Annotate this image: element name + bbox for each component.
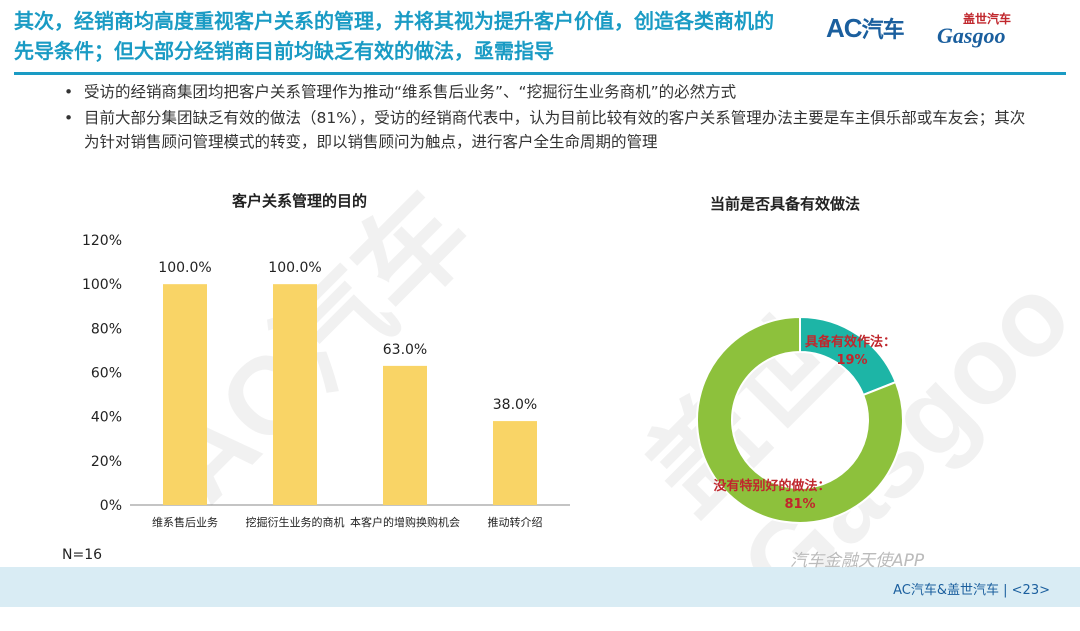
y-tick-label: 20% [91,454,122,470]
bar-data-label: 100.0% [158,260,211,276]
sample-size-label: N=16 [62,547,103,563]
bar-chart: 0% 20% 40% 60% 80% 100% 120% 100.0% 维系售后业务 100.0%… [82,233,570,529]
bar [273,284,317,505]
x-tick-label: 挖掘衍生业务的商机 [246,515,345,529]
bullet-text: 受访的经销商集团均把客户关系管理作为推动“维系售后业务”、“挖掘衍生业务商机”的… [84,83,737,101]
bar-data-label: 38.0% [493,397,537,413]
y-tick-label: 100% [82,277,122,293]
x-tick-label: 维系售后业务 [152,515,218,529]
bullet-text: 目前大部分集团缺乏有效的做法（81%），受访的经销商代表中，认为目前比较有效的客… [84,109,1026,151]
bar-chart-title: 客户关系管理的目的 [232,192,368,210]
y-tick-label: 40% [91,410,122,426]
bar-data-label: 100.0% [268,260,321,276]
page-title: 其次，经销商均高度重视客户关系的管理，并将其视为提升客户价值，创造各类商机的先导… [14,9,774,63]
y-tick-label: 60% [91,366,122,382]
bar [383,365,427,505]
bullet-item: • 目前大部分集团缺乏有效的做法（81%），受访的经销商代表中，认为目前比较有效的… [56,106,1036,154]
y-tick-label: 80% [91,321,122,337]
x-tick-label: 推动转介绍 [488,515,543,529]
slice-value-label: 81% [784,497,815,512]
y-tick-label: 120% [82,233,122,249]
bar [163,284,207,505]
y-tick-label: 0% [100,498,122,514]
donut-chart-title: 当前是否具备有效做法 [710,195,861,213]
donut-chart: 具备有效作法： 19% 没有特别好的做法： 81% [696,315,904,524]
slice-label: 没有特别好的做法： [713,478,830,494]
header-divider [14,72,1066,75]
bar [493,421,537,505]
bar-data-label: 63.0% [383,342,427,358]
gasgoo-logo: 盖世汽车 Gasgoo [937,12,1012,48]
bullet-dot: • [64,83,74,101]
ac-logo: AC汽车 [826,13,905,43]
bullet-dot: • [64,109,74,127]
bullet-item: • 受访的经销商集团均把客户关系管理作为推动“维系售后业务”、“挖掘衍生业务商机”… [56,80,1036,104]
x-tick-label: 本客户的增购换购机会 [350,515,460,529]
bullet-list: • 受访的经销商集团均把客户关系管理作为推动“维系售后业务”、“挖掘衍生业务商机”… [56,80,1036,156]
slice-value-label: 19% [836,353,867,368]
footer-text: AC汽车&盖世汽车 | <23> [893,583,1050,598]
footer-band [0,567,1080,607]
slice-label: 具备有效作法： [805,334,896,350]
donut-slice [696,315,904,524]
wechat-watermark: 汽车金融天使APP [790,551,925,571]
